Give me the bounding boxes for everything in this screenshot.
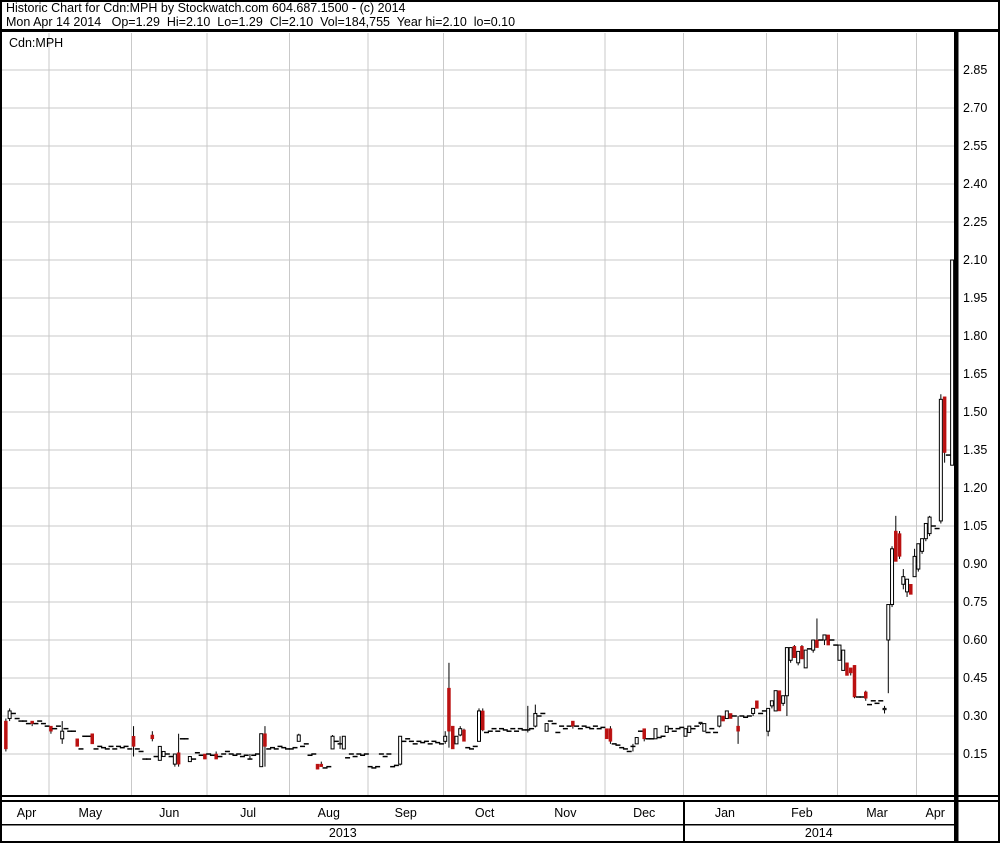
x-axis-month-label: Nov [554,806,577,820]
y-axis-tick-label: 0.90 [963,557,988,571]
y-axis-tick-label: 0.15 [963,747,988,761]
y-axis-tick-label: 2.40 [963,177,988,191]
y-axis-tick-label: 1.20 [963,481,988,495]
y-axis-tick-label: 0.75 [963,595,988,609]
y-axis-tick-label: 1.95 [963,291,988,305]
y-axis-tick-label: 1.65 [963,367,988,381]
y-axis-tick-label: 2.55 [963,139,988,153]
x-axis-year-label: 2013 [328,826,357,840]
y-axis-tick-label: 2.10 [963,253,988,267]
x-axis-month-label: Oct [474,806,495,820]
x-axis-month-label: Jun [159,806,180,820]
y-axis-tick-label: 0.30 [963,709,988,723]
x-axis-month-label: Aug [317,806,340,820]
y-axis-tick-label: 1.05 [963,519,988,533]
x-axis-month-label: Dec [633,806,656,820]
x-axis-month-label: Mar [866,806,888,820]
x-axis-month-label: Jan [714,806,736,820]
x-axis-year-label: 2014 [804,826,833,840]
chart-title-line: Historic Chart for Cdn:MPH by Stockwatch… [6,1,406,15]
x-axis-month-label: Sep [394,806,417,820]
y-axis-tick-label: 2.85 [963,63,988,77]
x-axis-month-label: Feb [791,806,813,820]
y-axis-tick-label: 1.35 [963,443,988,457]
quote-summary-line: Mon Apr 14 2014 Op=1.29 Hi=2.10 Lo=1.29 … [6,15,516,29]
y-axis-tick-label: 1.50 [963,405,988,419]
y-axis-tick-label: 2.25 [963,215,988,229]
y-axis-tick-label: 0.60 [963,633,988,647]
x-axis-month-label: Apr [16,806,37,820]
y-axis-tick-label: 0.45 [963,671,988,685]
x-axis-month-label: Jul [240,806,257,820]
y-axis-tick-label: 2.70 [963,101,988,115]
x-axis-month-label: May [78,806,103,820]
y-axis-tick-label: 1.80 [963,329,988,343]
x-axis-month-label: Apr [925,806,945,820]
symbol-label: Cdn:MPH [9,36,64,50]
